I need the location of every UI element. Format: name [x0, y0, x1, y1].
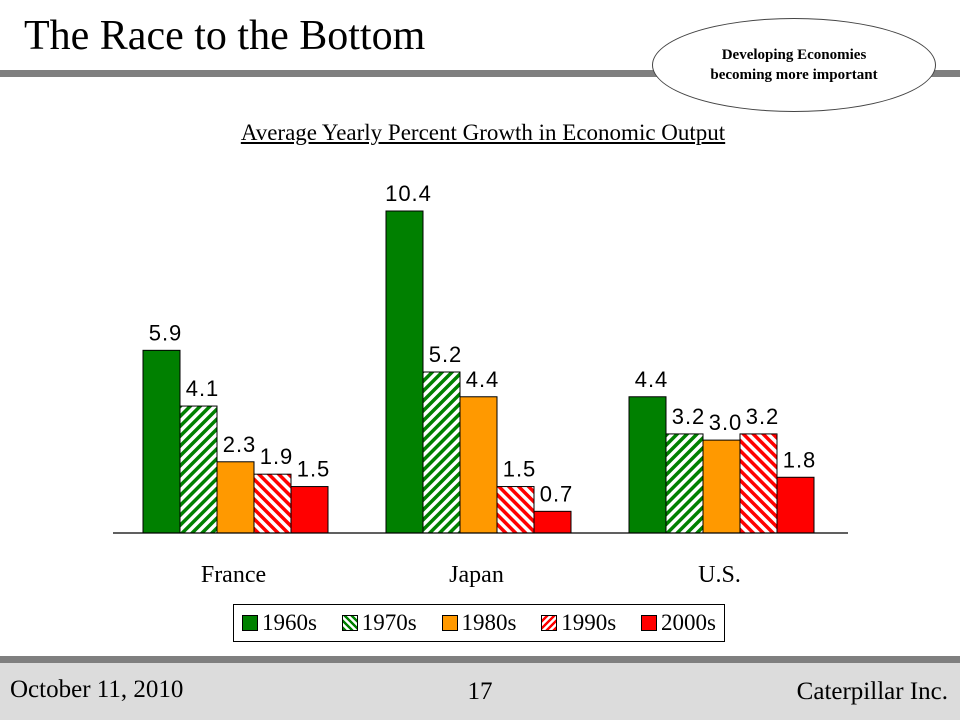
value-label: 5.2 [429, 342, 463, 367]
bar-us-1970s [665, 433, 704, 534]
legend-item-1980s: 1980s [441, 610, 517, 636]
value-label: 1.5 [503, 457, 537, 482]
value-label: 3.0 [709, 410, 743, 435]
category-labels-group: France Japan U.S. [201, 562, 741, 588]
bar-us-1960s [628, 396, 667, 534]
footer-company: Caterpillar Inc. [796, 678, 948, 705]
bar-us-1980s [702, 439, 741, 534]
legend-item-1970s: 1970s [341, 610, 417, 636]
value-label: 4.4 [466, 367, 500, 392]
footer-bar [0, 656, 960, 720]
value-label: 1.8 [783, 447, 817, 472]
bar-japan-1980s [459, 396, 498, 534]
callout-text: Developing Economies becoming more impor… [710, 47, 878, 83]
chart-title: Average Yearly Percent Growth in Economi… [240, 120, 726, 145]
callout-ellipse: Developing Economies becoming more impor… [652, 18, 936, 112]
category-label: France [201, 562, 266, 588]
bar-france-1990s [253, 473, 292, 534]
page-number: 17 [467, 678, 493, 705]
bar-chart: 5.94.12.3 1.9 1.510.45.24.41.50.74.43.2 3.0… [113, 181, 848, 588]
value-label: 4.1 [186, 376, 220, 401]
value-labels-group: 5.94.12.3 1.9 1.510.45.24.41.50.74.43.2 3.0… [149, 181, 817, 506]
value-label: 1.9 [260, 444, 294, 469]
bar-japan-1970s [422, 371, 461, 534]
value-label: 5.9 [149, 320, 183, 345]
bar-france-1970s [179, 405, 218, 534]
value-label: 0.7 [540, 481, 574, 506]
value-label: 2.3 [223, 432, 257, 457]
value-label: 1.5 [297, 457, 331, 482]
bar-france-1960s [142, 349, 181, 534]
value-label: 10.4 [385, 181, 432, 206]
bar-japan-1960s [385, 210, 424, 534]
legend-label: 1990s [561, 610, 617, 635]
legend-swatch [641, 615, 657, 631]
chart-legend: 1960s 1970s 1980s 1990s 2000s [233, 604, 725, 642]
bar-us-2000s [776, 476, 815, 534]
bar-france-1980s [216, 461, 255, 534]
legend-swatch [441, 615, 458, 631]
footer-date: October 11, 2010 [10, 676, 184, 703]
legend-swatch [541, 615, 558, 631]
category-label: Japan [449, 562, 504, 588]
legend-label: 1960s [262, 610, 317, 635]
bar-us-1990s [739, 433, 778, 534]
legend-label: 1980s [461, 610, 517, 635]
slide-title: The Race to the Bottom [24, 13, 426, 59]
value-label: 4.4 [635, 367, 669, 392]
legend-label: 1970s [361, 610, 417, 635]
legend-label: 2000s [661, 610, 716, 635]
title-divider [0, 70, 960, 77]
legend-item-1990s: 1990s [541, 610, 616, 636]
legend-item-1960s: 1960s [242, 610, 317, 636]
legend-swatch [341, 615, 358, 631]
category-label: U.S. [698, 562, 741, 588]
bars-group [142, 210, 815, 534]
legend-item-2000s: 2000s [641, 610, 716, 636]
bar-japan-2000s [533, 510, 572, 534]
bar-japan-1990s [496, 486, 535, 534]
value-label: 3.2 [672, 404, 706, 429]
legend-swatch [242, 615, 258, 631]
value-label: 3.2 [746, 404, 780, 429]
bar-france-2000s [290, 486, 329, 534]
footer-divider [0, 656, 960, 663]
